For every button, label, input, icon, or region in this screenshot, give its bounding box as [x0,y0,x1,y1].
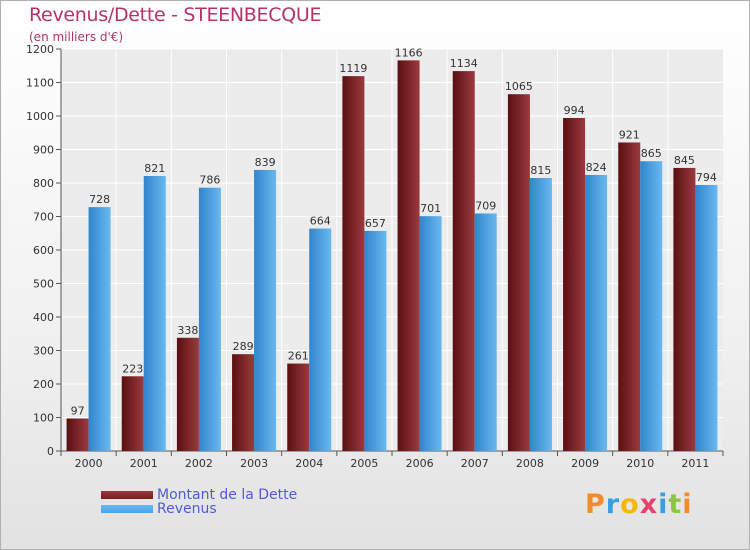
data-label: 289 [233,340,254,353]
bar-debt [232,354,255,451]
bar-debt [121,376,144,451]
legend-label-debt: Montant de la Dette [157,487,298,503]
bar-revenue [585,174,608,451]
logo-letter: r [605,489,621,520]
data-label: 338 [177,324,198,337]
x-tick-label: 2002 [185,457,213,470]
data-label: 1119 [339,62,367,75]
y-tick-label: 1000 [26,110,54,123]
y-tick-label: 1100 [26,77,54,90]
data-label: 664 [310,215,331,228]
legend-swatch-debt [101,491,153,499]
logo-letter: P [585,489,606,520]
data-label: 921 [619,128,640,141]
data-label: 794 [696,171,717,184]
bar-revenue [419,216,442,451]
x-tick-label: 2007 [461,457,489,470]
y-tick-label: 600 [33,244,54,257]
bar-revenue [364,230,387,451]
y-tick-label: 700 [33,211,54,224]
y-tick-label: 900 [33,144,54,157]
data-label: 223 [122,362,143,375]
data-label: 97 [71,405,85,418]
data-label: 1134 [450,57,478,70]
bar-debt [673,167,696,452]
x-tick-label: 2004 [295,457,323,470]
bar-debt [618,142,641,451]
data-label: 261 [288,350,309,363]
x-tick-label: 2009 [571,457,599,470]
data-label: 701 [420,202,441,215]
x-tick-label: 2006 [406,457,434,470]
legend-label-revenue: Revenus [157,501,217,517]
chart-title: Revenus/Dette - STEENBECQUE [29,4,322,26]
bar-revenue [474,213,497,451]
bar-revenue [529,177,552,451]
x-tick-label: 2008 [516,457,544,470]
data-label: 845 [674,154,695,167]
y-tick-label: 500 [33,278,54,291]
bar-revenue [88,207,111,451]
x-tick-label: 2005 [350,457,378,470]
legend-swatch-revenue [101,505,153,513]
data-label: 786 [199,174,220,187]
bar-revenue [309,228,332,451]
bar-revenue [640,161,663,451]
bar-debt [452,71,475,452]
x-tick-label: 2000 [75,457,103,470]
x-tick-label: 2011 [681,457,709,470]
y-tick-label: 400 [33,311,54,324]
bar-debt [397,60,420,451]
y-tick-label: 300 [33,345,54,358]
data-label: 815 [530,164,551,177]
logo-letter: o [620,489,640,520]
x-tick-label: 2003 [240,457,268,470]
data-label: 839 [255,156,276,169]
bar-debt [287,363,310,451]
data-label: 994 [564,104,585,117]
chart-unit-subtitle: (en milliers d'€) [29,30,124,44]
y-tick-label: 200 [33,378,54,391]
x-tick-label: 2001 [130,457,158,470]
data-label: 824 [586,161,607,174]
bar-debt [66,418,89,451]
x-tick-label: 2010 [626,457,654,470]
legend-item-revenue: Revenus [101,501,217,517]
data-label: 728 [89,193,110,206]
bar-revenue [198,187,221,451]
data-label: 1065 [505,80,533,93]
data-label: 865 [641,147,662,160]
proxiti-logo: Proxiti [585,489,693,520]
bar-debt [507,94,530,451]
y-tick-label: 1200 [26,43,54,56]
bar-revenue [695,185,718,451]
y-tick-label: 800 [33,177,54,190]
logo-letter: i [682,489,693,520]
logo-letter: x [639,489,659,520]
y-tick-label: 100 [33,412,54,425]
logo-letter: i [658,489,669,520]
bar-revenue [254,169,277,451]
bar-revenue [143,175,166,451]
bar-debt [176,337,199,451]
data-label: 709 [475,199,496,212]
data-label: 657 [365,217,386,230]
legend-item-debt: Montant de la Dette [101,487,298,503]
bar-debt [563,118,586,451]
y-tick-label: 0 [47,445,54,458]
logo-letter: t [668,489,683,520]
bar-debt [342,76,365,451]
data-label: 821 [144,162,165,175]
data-label: 1166 [395,46,423,59]
